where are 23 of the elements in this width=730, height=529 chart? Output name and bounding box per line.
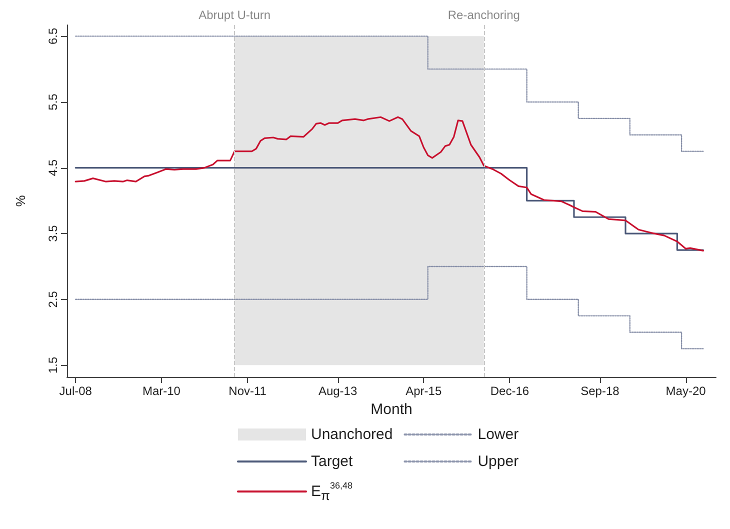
y-tick-label: 2.5: [46, 290, 60, 308]
y-tick-label: 6.5: [46, 28, 60, 45]
y-tick-label: 1.5: [46, 356, 60, 374]
legend-label: Unanchored: [311, 426, 393, 443]
x-tick-label: Jul-08: [59, 384, 92, 398]
y-tick-label: 5.5: [46, 93, 60, 110]
x-axis-title: Month: [370, 400, 412, 418]
x-tick-label: Sep-18: [580, 384, 620, 398]
y-tick-label: 3.5: [46, 224, 60, 242]
legend-label: Upper: [478, 453, 519, 470]
legend-label: Target: [311, 453, 354, 470]
x-tick-label: Apr-15: [406, 384, 442, 398]
ref-line-label: Abrupt U-turn: [198, 8, 271, 22]
x-tick-label: Dec-16: [490, 384, 530, 398]
legend-label: Lower: [478, 426, 519, 443]
x-tick-label: Nov-11: [228, 384, 267, 398]
x-tick-label: Aug-13: [318, 384, 358, 398]
y-axis-title: %: [13, 194, 28, 207]
ref-line-label: Re-anchoring: [448, 8, 520, 22]
x-tick-label: Mar-10: [142, 384, 181, 398]
line-series: [74, 116, 704, 252]
x-tick-label: May-20: [666, 384, 706, 398]
y-tick-label: 4.5: [46, 159, 60, 176]
